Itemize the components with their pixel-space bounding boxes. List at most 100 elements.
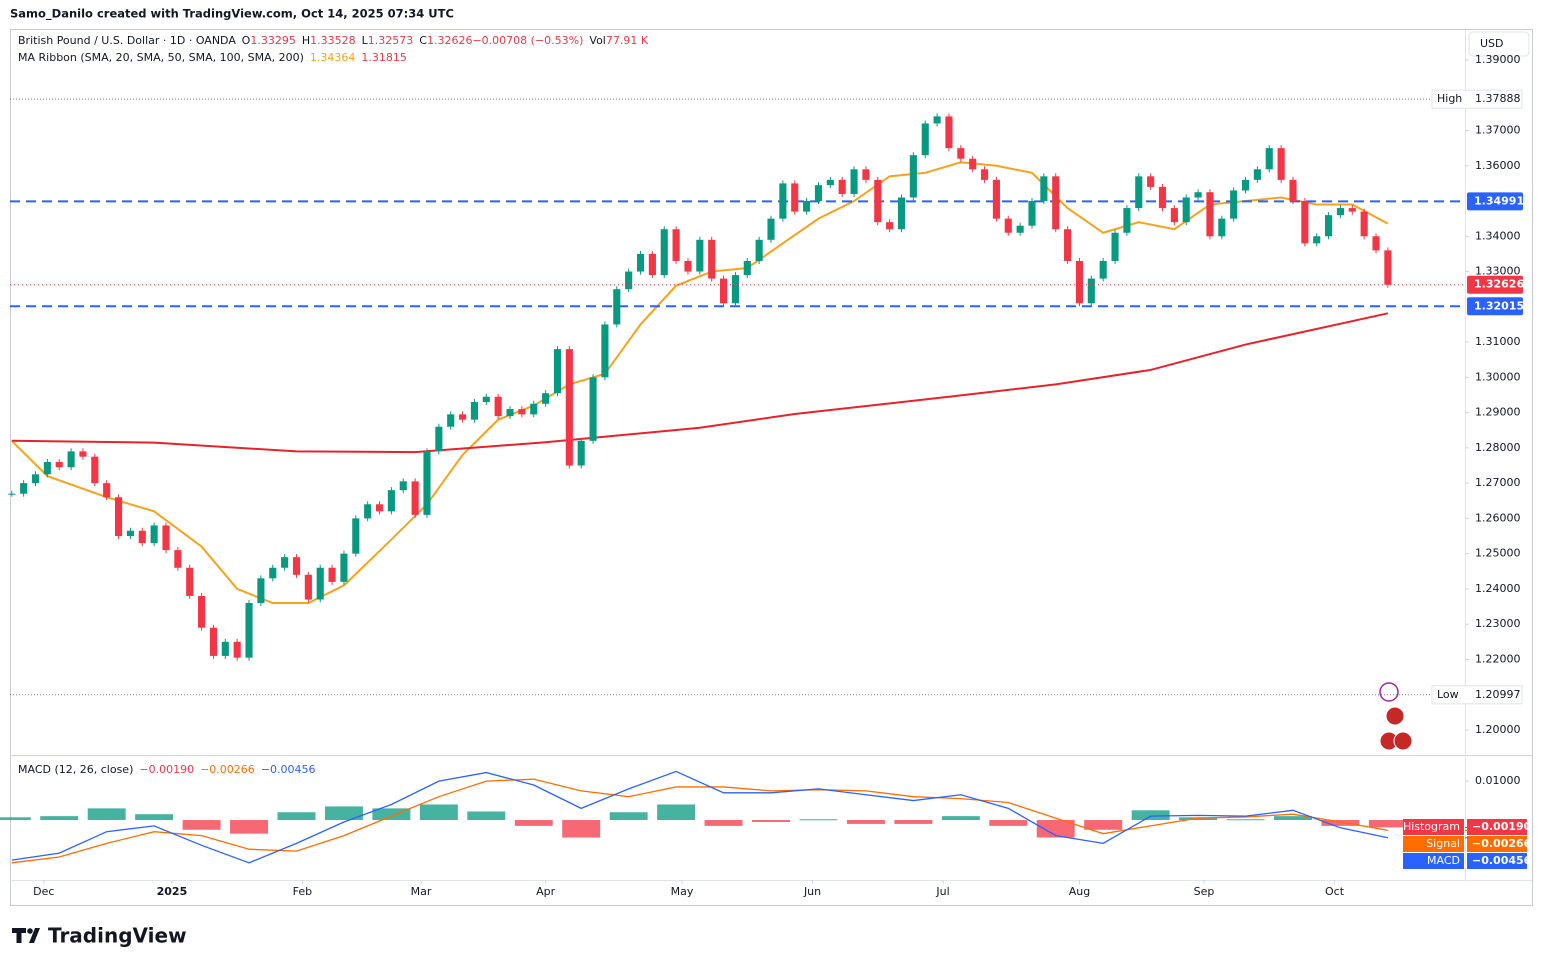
candle <box>1158 186 1167 209</box>
ma-title: MA Ribbon (SMA, 20, SMA, 50, SMA, 100, S… <box>18 51 304 64</box>
candle <box>233 641 241 658</box>
candle <box>921 123 929 156</box>
candle <box>731 275 739 304</box>
candle <box>577 440 585 466</box>
histogram-bar <box>230 820 269 834</box>
currency[interactable]: USD <box>1480 37 1504 50</box>
legend-item: Vol <box>589 34 605 47</box>
macd-title: MACD (12, 26, close) <box>18 763 133 776</box>
histogram-bar <box>1321 820 1360 826</box>
candle <box>91 456 99 484</box>
candle <box>387 490 395 512</box>
histogram-bar <box>1368 820 1407 828</box>
candle <box>447 414 455 427</box>
candle <box>1313 236 1321 244</box>
candle <box>1111 232 1119 261</box>
candle <box>1004 218 1012 233</box>
event-icon[interactable] <box>1393 731 1413 751</box>
legend-item: L <box>362 34 369 47</box>
event-icon[interactable] <box>1379 682 1399 702</box>
candle <box>423 451 431 515</box>
candle <box>672 229 680 261</box>
candle <box>1384 250 1392 285</box>
candle <box>945 116 953 149</box>
last-price-tag <box>1467 275 1523 294</box>
candle <box>980 169 989 180</box>
candle <box>767 218 775 240</box>
candle <box>470 402 478 420</box>
candle <box>1123 208 1131 233</box>
candle <box>55 461 63 468</box>
candle <box>1052 176 1060 230</box>
candle <box>399 481 407 491</box>
macd-legend-value: −0.00266 <box>200 763 255 776</box>
line <box>11 770 1389 864</box>
y-tick-label: 1.30000 <box>1475 370 1521 383</box>
candle <box>174 550 182 568</box>
candle <box>209 627 218 656</box>
candle <box>1182 197 1190 223</box>
histogram-bar <box>657 804 696 821</box>
candle <box>103 483 111 498</box>
histogram-bar <box>419 804 458 821</box>
candle <box>328 567 336 582</box>
macd-name-tag <box>1403 819 1464 835</box>
candle <box>589 377 597 441</box>
macd-legend: MACD (12, 26, close) −0.00190 −0.00266 −0.0… <box>18 763 316 776</box>
logo-dot <box>27 928 33 934</box>
candle <box>1194 192 1202 198</box>
candle <box>43 461 51 475</box>
candle <box>304 574 312 600</box>
macd-value: −0.00456 <box>1472 854 1532 867</box>
histogram-bar <box>989 820 1028 826</box>
x-tick-label: Dec <box>33 885 54 898</box>
x-tick-label: Sep <box>1194 885 1215 898</box>
x-tick-label: Jul <box>935 885 949 898</box>
histogram-bar <box>277 812 316 821</box>
y-tick-label: 1.31000 <box>1475 335 1521 348</box>
candle <box>126 530 134 537</box>
candle <box>1265 148 1273 170</box>
legend-item: −0.00708 (−0.53%) <box>472 34 583 47</box>
logo-mark <box>12 928 40 943</box>
high-value: 1.37888 <box>1475 92 1521 105</box>
histogram-bar <box>894 820 933 824</box>
candle <box>340 553 348 582</box>
candle <box>1028 201 1036 226</box>
histogram-bar <box>1036 820 1075 838</box>
candle <box>245 603 253 658</box>
y-tick-label: 1.33000 <box>1475 265 1521 278</box>
candle <box>31 474 40 484</box>
histogram-bar <box>1084 820 1123 830</box>
macd-name-tag <box>1403 853 1464 869</box>
histogram-bar <box>799 819 838 821</box>
event-icons <box>1379 682 1413 751</box>
y-tick-label: 1.24000 <box>1475 582 1521 595</box>
histogram-bar <box>182 820 221 830</box>
candle <box>565 349 573 466</box>
candle <box>874 179 882 223</box>
candle <box>814 185 823 202</box>
candle <box>281 557 289 568</box>
y-tick-label: 1.29000 <box>1475 406 1521 419</box>
candle <box>743 260 751 276</box>
macd-name-tag <box>1403 836 1464 852</box>
candle <box>969 158 977 170</box>
level-label: 1.34991 <box>1474 194 1524 207</box>
candle <box>755 239 763 261</box>
currency-button[interactable] <box>1468 31 1530 57</box>
macd-name: Signal <box>1426 837 1460 850</box>
candle <box>791 183 799 212</box>
y-tick-label: 1.28000 <box>1475 441 1521 454</box>
event-icon[interactable] <box>1385 706 1405 726</box>
macd-value-tag <box>1467 853 1527 869</box>
histogram-bar <box>40 816 79 821</box>
macd-name: MACD <box>1427 854 1460 867</box>
candle <box>1372 236 1380 251</box>
candle <box>1360 211 1368 237</box>
low-label: Low <box>1437 688 1459 701</box>
low-value: 1.20997 <box>1475 688 1521 701</box>
candle <box>67 451 75 468</box>
